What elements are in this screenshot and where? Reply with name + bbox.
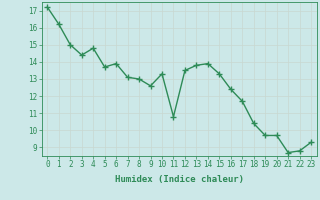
X-axis label: Humidex (Indice chaleur): Humidex (Indice chaleur) [115,175,244,184]
